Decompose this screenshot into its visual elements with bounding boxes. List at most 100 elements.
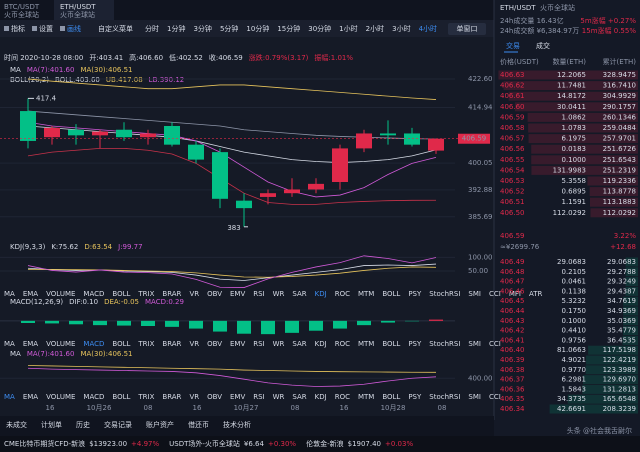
indicator-tab[interactable]: EMA (23, 340, 38, 348)
indicator-tab[interactable]: EMA (23, 393, 38, 401)
indicator-tab[interactable]: CCI (489, 340, 501, 348)
period[interactable]: 1小时 (339, 24, 357, 33)
indicator-tab[interactable]: SAR (292, 290, 306, 298)
indicator-tab[interactable]: TRIX (137, 290, 154, 298)
indicator-tab[interactable]: BRAR (162, 340, 181, 348)
indicator-tab[interactable]: BOLL (112, 393, 130, 401)
indicator-tab[interactable]: BOLL (382, 393, 400, 401)
indicator-tab[interactable]: WR (273, 340, 285, 348)
depth-bar (625, 277, 638, 287)
indicator-tab[interactable]: EMV (230, 393, 245, 401)
indicator-tab[interactable]: MA (4, 290, 15, 298)
panel-tab[interactable]: 交易 (506, 41, 520, 50)
custom-menu[interactable]: 自定义菜单 (98, 24, 133, 33)
indicator-tab[interactable]: StochRSI (429, 290, 460, 298)
indicator-tab[interactable]: MFI (509, 290, 521, 298)
indicator-tab[interactable]: BOLL (112, 290, 130, 298)
period[interactable]: 30分钟 (308, 24, 331, 33)
indicator-tab[interactable]: OBV (207, 290, 222, 298)
period[interactable]: 3分钟 (193, 24, 211, 33)
book-cell: 406.55 (500, 156, 525, 164)
period[interactable]: 1分钟 (167, 24, 185, 33)
indicator-tab[interactable]: ATR (529, 290, 543, 298)
indicator-tab[interactable]: BRAR (162, 290, 181, 298)
indicator-tab[interactable]: KDJ (315, 290, 327, 298)
period[interactable]: 4小时 (419, 24, 437, 33)
indicator-tab[interactable]: StochRSI (429, 340, 460, 348)
indicator-tab[interactable]: VR (189, 393, 199, 401)
legend: MACD(12,26,9) (10, 298, 63, 306)
indicator-tab[interactable]: MACD (83, 290, 104, 298)
indicator-tab[interactable]: OBV (207, 393, 222, 401)
indicator-tab[interactable]: MACD (83, 340, 104, 348)
book-cell: 406.48 (500, 268, 525, 276)
indicator-tab[interactable]: VOLUME (46, 393, 75, 401)
book-cell: 251.2319 (603, 166, 636, 174)
indicator-tab[interactable]: PSY (408, 340, 422, 348)
period[interactable]: 分时 (145, 24, 159, 33)
bottom-tab[interactable]: 计划单 (41, 420, 62, 429)
indicator-tab[interactable]: MA (4, 340, 15, 348)
indicator-tab[interactable]: MTM (358, 290, 374, 298)
candle-body (140, 133, 156, 138)
indicator-tab[interactable]: EMV (230, 340, 245, 348)
indicator-tab[interactable]: EMV (230, 290, 245, 298)
indicator-tab[interactable]: VOLUME (46, 290, 75, 298)
bottom-tab[interactable]: 历史 (76, 420, 90, 429)
period[interactable]: 15分钟 (277, 24, 300, 33)
indicator-tab[interactable]: BOLL (382, 340, 400, 348)
indicator-tab[interactable]: SMI (468, 340, 481, 348)
bottom-tab[interactable]: 借还币 (188, 420, 209, 429)
layout-label[interactable]: 单窗口 (457, 24, 478, 33)
indicator-tab[interactable]: MA (4, 393, 15, 401)
indicator-tab[interactable]: ROC (335, 340, 350, 348)
indicator-tab[interactable]: CCI (489, 393, 501, 401)
tab-pair[interactable]: ETH/USDT (60, 3, 96, 11)
indicator-tab[interactable]: BOLL (382, 290, 400, 298)
indicator-tab[interactable]: MTM (358, 393, 374, 401)
indicator-tab[interactable]: RSI (253, 290, 264, 298)
bottom-tab[interactable]: 未成交 (6, 420, 27, 429)
indicator-tab[interactable]: WR (273, 393, 285, 401)
tool[interactable]: 画线 (67, 24, 81, 33)
period[interactable]: 10分钟 (246, 24, 269, 33)
indicator-tab[interactable]: SMI (468, 290, 481, 298)
indicator-tab[interactable]: WR (273, 290, 285, 298)
indicator-tab[interactable]: PSY (408, 393, 422, 401)
period[interactable]: 2小时 (366, 24, 384, 33)
bottom-tab[interactable]: 交易记录 (104, 420, 132, 429)
legend: DEA:-0.05 (104, 298, 139, 306)
indicator-tab[interactable]: SAR (292, 340, 306, 348)
indicator-tab[interactable]: StochRSI (429, 393, 460, 401)
indicator-tab[interactable]: KDJ (315, 393, 327, 401)
indicator-tab[interactable]: VOLUME (46, 340, 75, 348)
bottom-tab[interactable]: 技术分析 (223, 420, 251, 429)
indicator-tab[interactable]: TRIX (137, 393, 154, 401)
indicator-tab[interactable]: OBV (207, 340, 222, 348)
bottom-tab[interactable]: 账户资产 (146, 420, 174, 429)
indicator-tab[interactable]: PSY (408, 290, 422, 298)
tool[interactable]: 设置 (39, 24, 53, 33)
panel-tab[interactable]: 成交 (536, 41, 550, 50)
indicator-tab[interactable]: RSI (253, 393, 264, 401)
period[interactable]: 3小时 (392, 24, 410, 33)
indicator-tab[interactable]: EMA (23, 290, 38, 298)
tab-pair[interactable]: BTC/USDT (4, 3, 40, 11)
period[interactable]: 5分钟 (220, 24, 238, 33)
indicator-tab[interactable]: VR (189, 290, 199, 298)
indicator-tab[interactable]: ROC (335, 290, 350, 298)
indicator-tab[interactable]: RSI (253, 340, 264, 348)
tool[interactable]: 指标 (11, 24, 25, 33)
indicator-tab[interactable]: MACD (83, 393, 104, 401)
indicator-tab[interactable]: SMI (468, 393, 481, 401)
y-tick-label: 400.00 (468, 374, 493, 382)
indicator-tab[interactable]: KDJ (315, 340, 327, 348)
indicator-tab[interactable]: MTM (358, 340, 374, 348)
indicator-tab[interactable]: VR (189, 340, 199, 348)
indicator-tab[interactable]: TRIX (137, 340, 154, 348)
indicator-tab[interactable]: CCI (489, 290, 501, 298)
indicator-tab[interactable]: BRAR (162, 393, 181, 401)
indicator-tab[interactable]: ROC (335, 393, 350, 401)
indicator-tab[interactable]: SAR (292, 393, 306, 401)
indicator-tab[interactable]: BOLL (112, 340, 130, 348)
